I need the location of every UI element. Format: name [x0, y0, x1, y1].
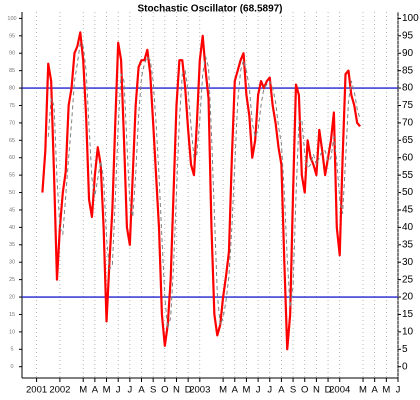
- x-tick-label: N: [313, 385, 320, 396]
- x-tick-label: A: [278, 385, 285, 396]
- y-tick-label-left: 75: [9, 103, 15, 109]
- x-tick-label: J: [256, 385, 261, 396]
- signal-line: [47, 42, 361, 329]
- x-tick-label: 2004: [329, 385, 350, 396]
- y-tick-label-left: 80: [9, 86, 15, 92]
- y-tick-label-left: 0: [10, 364, 13, 370]
- y-tick-label-left: 15: [9, 312, 15, 318]
- x-tick-label: J: [127, 385, 132, 396]
- y-tick-label-left: 65: [9, 138, 15, 144]
- y-tick-label-right: 25: [402, 274, 414, 285]
- y-tick-label-right: 30: [402, 257, 414, 268]
- y-tick-label-left: 30: [9, 260, 15, 266]
- x-tick-label: J: [116, 385, 121, 396]
- y-tick-label-left: 100: [7, 16, 16, 22]
- x-tick-label: M: [79, 385, 87, 396]
- x-tick-label: O: [301, 385, 308, 396]
- x-tick-label: M: [359, 385, 367, 396]
- y-tick-label-right: 40: [402, 222, 414, 233]
- x-tick-label: M: [103, 385, 111, 396]
- y-tick-label-right: 75: [402, 100, 414, 111]
- y-tick-label-left: 95: [9, 33, 15, 39]
- x-tick-label: J: [267, 385, 272, 396]
- x-tick-label: S: [150, 385, 156, 396]
- chart-title: Stochastic Oscillator (68.5897): [137, 4, 282, 15]
- y-tick-label-right: 80: [402, 83, 414, 94]
- x-tick-label: 2003: [189, 385, 210, 396]
- x-tick-label: M: [382, 385, 390, 396]
- y-tick-label-right: 95: [402, 30, 414, 41]
- oscillator-line: [41, 31, 361, 351]
- y-tick-label-left: 20: [9, 294, 15, 300]
- y-tick-label-left: 85: [9, 68, 15, 74]
- y-tick-label-left: 45: [9, 207, 15, 213]
- x-tick-label: M: [219, 385, 227, 396]
- y-tick-label-right: 50: [402, 187, 414, 198]
- x-tick-label: S: [290, 385, 296, 396]
- y-tick-label-left: 60: [9, 155, 15, 161]
- x-tick-label: A: [138, 385, 145, 396]
- x-tick-label: A: [372, 385, 379, 396]
- y-tick-label-right: 45: [402, 205, 414, 216]
- y-tick-label-right: 70: [402, 118, 414, 129]
- y-tick-label-right: 85: [402, 65, 414, 76]
- y-tick-label-left: 90: [9, 51, 15, 57]
- x-tick-label: D: [185, 385, 192, 396]
- x-tick-label: J: [396, 385, 401, 396]
- y-tick-label-left: 55: [9, 173, 15, 179]
- y-tick-label-right: 90: [402, 48, 414, 59]
- y-tick-label-left: 10: [9, 329, 15, 335]
- y-tick-label-right: 15: [402, 309, 414, 320]
- y-tick-label-left: 70: [9, 120, 15, 126]
- x-tick-label: O: [161, 385, 168, 396]
- y-tick-label-left: 5: [10, 347, 13, 353]
- x-tick-label: N: [173, 385, 180, 396]
- y-tick-label-right: 20: [402, 292, 414, 303]
- y-tick-label-right: 100: [402, 13, 419, 24]
- y-tick-label-right: 0: [402, 361, 408, 372]
- x-tick-label: 2002: [49, 385, 70, 396]
- y-tick-label-left: 25: [9, 277, 15, 283]
- y-tick-label-right: 35: [402, 239, 414, 250]
- x-tick-label: 2001: [26, 385, 47, 396]
- x-tick-label: A: [92, 385, 99, 396]
- y-tick-label-left: 35: [9, 242, 15, 248]
- y-tick-label-right: 55: [402, 170, 414, 181]
- y-tick-label-left: 40: [9, 225, 15, 231]
- y-tick-label-right: 60: [402, 152, 414, 163]
- x-tick-label: D: [325, 385, 332, 396]
- y-tick-label-left: 50: [9, 190, 15, 196]
- x-tick-label: A: [232, 385, 239, 396]
- y-tick-label-right: 5: [402, 344, 408, 355]
- y-tick-label-right: 65: [402, 135, 414, 146]
- y-tick-label-right: 10: [402, 327, 414, 338]
- x-tick-label: M: [242, 385, 250, 396]
